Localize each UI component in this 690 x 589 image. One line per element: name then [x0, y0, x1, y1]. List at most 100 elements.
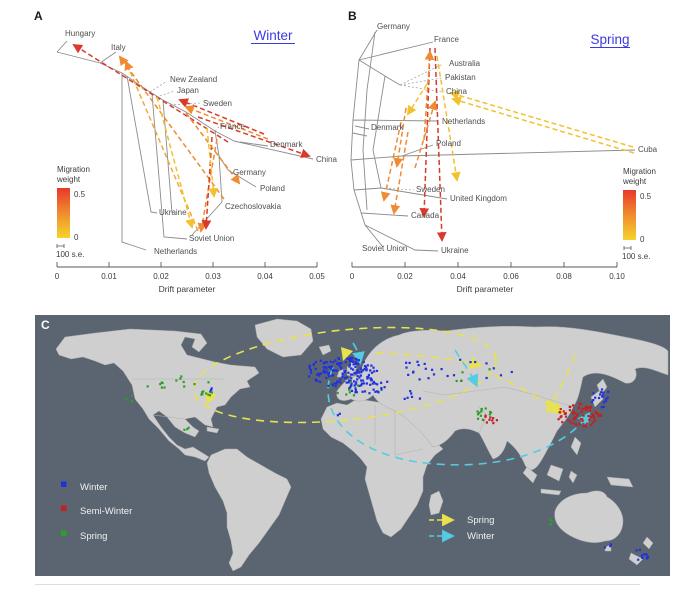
- map-point-winter: [319, 359, 322, 362]
- map-point-winter: [604, 400, 607, 403]
- map-point-spring: [484, 407, 487, 410]
- map-point-winter: [336, 362, 340, 365]
- legend-max: 0.5: [74, 190, 86, 199]
- map-point-spring: [336, 391, 339, 395]
- map-point-winter: [599, 393, 602, 396]
- map-point-winter: [446, 374, 449, 378]
- map-point-semiwinter: [579, 418, 582, 421]
- map-point-winter: [349, 356, 352, 359]
- new-zealand: [628, 536, 654, 566]
- madagascar: [428, 490, 444, 516]
- tip-label: United Kingdom: [450, 194, 507, 203]
- map-point-winter: [405, 366, 408, 369]
- map-point-winter: [380, 387, 383, 390]
- map-point-winter: [340, 361, 343, 365]
- map-point-spring: [460, 379, 463, 382]
- japan: [590, 378, 608, 408]
- map-point-winter: [590, 401, 594, 404]
- map-point-winter: [424, 367, 427, 370]
- map-point-spring: [476, 417, 480, 420]
- map-point-semiwinter: [588, 409, 591, 413]
- map-point-winter: [645, 553, 648, 556]
- map-point-semiwinter: [587, 414, 590, 418]
- map-point-winter: [600, 388, 604, 391]
- legend-label-spring: Spring: [80, 531, 107, 542]
- tip-label: Poland: [260, 184, 285, 193]
- map-point-semiwinter: [590, 423, 593, 426]
- map-point-winter: [380, 381, 383, 384]
- map-point-winter: [330, 366, 333, 369]
- map-point-winter: [314, 378, 317, 381]
- map-point-semiwinter: [575, 414, 578, 417]
- map-point-winter: [329, 360, 332, 363]
- map-point-winter: [370, 364, 373, 367]
- map-point-winter: [323, 361, 326, 364]
- map-point-semiwinter: [581, 408, 584, 411]
- map-point-semiwinter: [567, 419, 570, 422]
- map-point-spring: [207, 381, 210, 384]
- map-point-semiwinter: [585, 422, 589, 425]
- map-point-winter: [602, 391, 605, 394]
- map-point-winter: [344, 369, 347, 373]
- map-point-winter: [592, 392, 595, 395]
- map-point-winter: [324, 366, 327, 369]
- map-point-spring: [478, 411, 481, 414]
- tip-label: Netherlands: [154, 247, 197, 256]
- australia: [554, 490, 624, 543]
- map-point-winter: [474, 360, 477, 364]
- map-point-winter: [405, 361, 408, 364]
- map-point-winter: [358, 371, 361, 374]
- map-point-winter: [327, 384, 330, 387]
- map-point-semiwinter: [596, 412, 599, 415]
- tip-label: Ukraine: [159, 208, 187, 217]
- map-point-semiwinter: [588, 418, 591, 421]
- map-point-winter: [348, 363, 351, 366]
- map-point-semiwinter: [586, 406, 590, 409]
- map-point-winter: [440, 368, 443, 371]
- map-point-winter: [606, 396, 609, 399]
- map-point-winter: [609, 543, 612, 546]
- x-tick: 0.01: [101, 272, 117, 281]
- map-point-winter: [333, 382, 337, 385]
- spring-arrowhead-europe: [341, 347, 353, 361]
- map-point-winter: [360, 379, 363, 382]
- map-point-semiwinter: [559, 408, 562, 411]
- migration-weight-colorbar: [57, 188, 70, 238]
- map-point-winter: [320, 372, 323, 375]
- winter-arrow-to-japan: [327, 366, 591, 466]
- map-point-winter: [339, 381, 342, 384]
- tip-label: Sweden: [203, 99, 232, 108]
- map-point-winter: [360, 384, 363, 387]
- x-tick: 0.02: [153, 272, 169, 281]
- map-point-semiwinter: [564, 412, 567, 415]
- map-point-winter: [335, 382, 338, 385]
- map-point-spring: [163, 386, 166, 389]
- tip-label: Hungary: [65, 29, 95, 38]
- semi-winter-swatch: [61, 505, 67, 511]
- winter-arrow-central-asia: [454, 349, 479, 388]
- map-point-spring: [193, 383, 196, 386]
- map-point-winter: [372, 380, 375, 383]
- map-point-winter: [366, 364, 369, 367]
- map-point-winter: [374, 382, 377, 385]
- legend-min: 0: [640, 235, 645, 244]
- map-point-semiwinter: [489, 416, 492, 419]
- panel-b-title: Spring: [590, 32, 629, 47]
- map-point-winter: [351, 373, 354, 376]
- map-point-winter: [355, 371, 358, 374]
- map-point-winter: [345, 376, 349, 379]
- panel-b-label: B: [348, 9, 357, 23]
- map-point-spring: [461, 371, 464, 374]
- map-point-winter: [350, 367, 353, 370]
- map-point-winter: [417, 364, 420, 367]
- migration-weight-legend-a: Migration weight 0.5 0 100 s.e.: [56, 165, 90, 259]
- tip-label: France: [434, 35, 459, 44]
- map-point-semiwinter: [569, 405, 572, 408]
- map-point-winter: [322, 366, 325, 369]
- map-point-spring: [208, 394, 212, 397]
- map-point-winter: [345, 381, 348, 384]
- tip-label: Ukraine: [441, 246, 469, 255]
- tip-label: Poland: [436, 139, 461, 148]
- map-point-spring: [549, 522, 552, 526]
- map-point-semiwinter: [599, 414, 603, 417]
